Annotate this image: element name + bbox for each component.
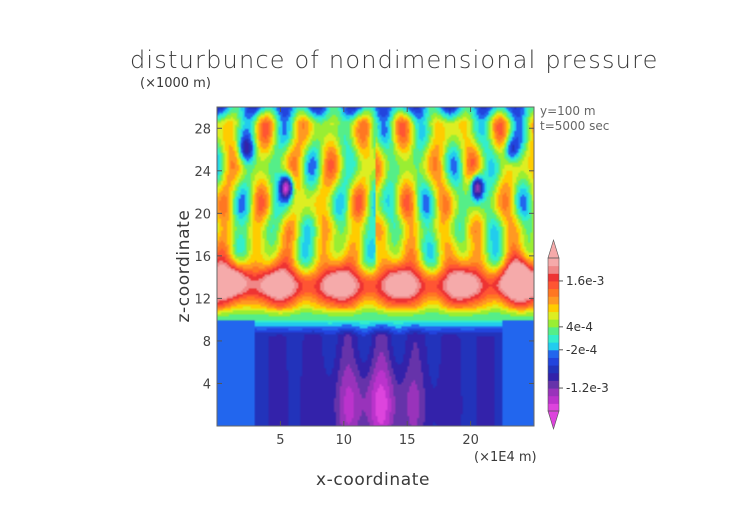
colorbar-swatch [548,372,559,381]
colorbar-swatch [548,258,559,267]
x-tick-label-10: 10 [336,433,353,448]
colorbar-swatch [548,265,559,274]
colorbar-min-arrow [547,410,560,431]
colorbar-swatch [548,334,559,343]
y-axis-unit: (×1000 m) [140,76,211,91]
x-axis-label: x-coordinate [316,470,431,490]
chart-title: disturbunce of nondimensional pressure [130,46,659,74]
plot-area [217,107,534,426]
colorbar-swatch [548,296,559,305]
y-tick-label-20: 20 [194,207,211,222]
colorbar-swatch [548,403,559,412]
y-tick-label-28: 28 [194,122,211,137]
colorbar-labels: 1.6e-3 4e-4 -2e-4 -1.2e-3 [559,274,609,395]
colorbar-swatch [548,273,559,282]
x-tick-label-15: 15 [399,433,416,448]
y-tick-label-12: 12 [194,292,211,307]
y-tick-label-16: 16 [194,250,211,265]
colorbar-swatch [548,303,559,313]
colorbar-label: 1.6e-3 [566,274,604,288]
colorbar-swatch [548,319,559,328]
colorbar-label: -1.2e-3 [566,381,609,395]
colorbar-swatch [548,380,559,389]
y-tick-label-4: 4 [203,377,211,392]
colorbar-swatch [548,395,559,404]
colorbar-max-arrow [547,238,560,259]
x-tick-label-20: 20 [462,433,479,448]
colorbar-swatch [548,357,559,366]
colorbar-swatch [548,349,559,358]
colorbar-swatch [548,288,559,297]
x-tick-label-5: 5 [276,433,284,448]
colorbar-swatch [548,311,559,320]
colorbar-swatch [548,326,559,335]
y-tick-label-8: 8 [203,335,211,350]
y-tick-label-24: 24 [194,165,211,180]
colorbar-swatch [548,365,559,374]
y-axis-ticks: 4 8 12 16 20 24 28 [194,122,534,392]
plot-frame [216,106,535,427]
x-axis-unit: (×1E4 m) [474,450,537,465]
colorbar-label: 4e-4 [566,320,593,334]
colorbar [547,238,560,431]
colorbar-swatch [548,342,559,351]
annotation-y-position: y=100 m [540,104,596,118]
colorbar-swatch [548,388,559,397]
colorbar-swatch [548,280,559,290]
colorbar-frame [547,257,560,412]
x-axis-ticks: 5 10 15 20 [276,107,479,448]
pressure-field-image [217,107,534,426]
annotation-time: t=5000 sec [540,119,610,133]
colorbar-label: -2e-4 [566,343,597,357]
